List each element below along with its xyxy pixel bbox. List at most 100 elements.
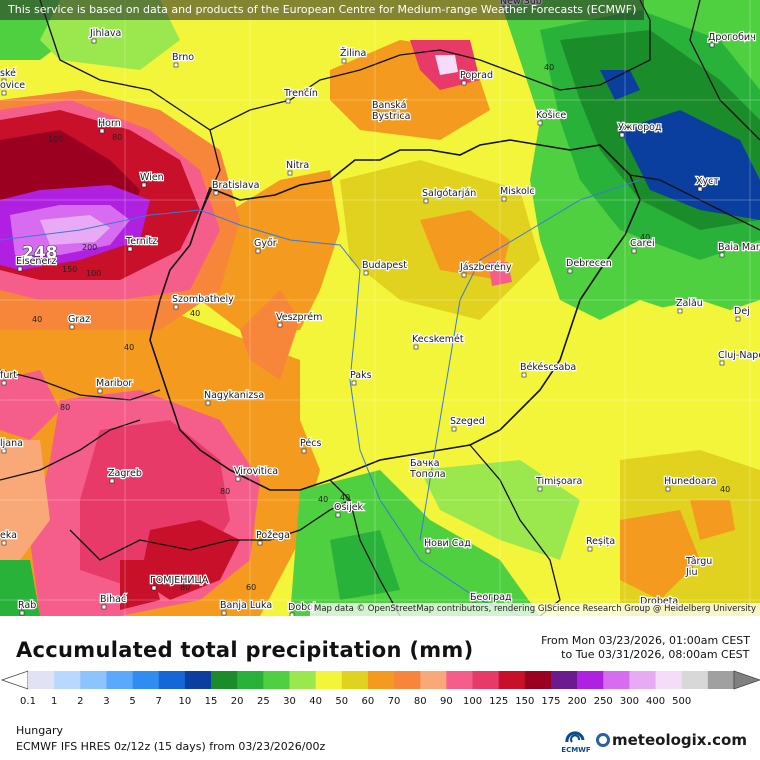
city-marker — [109, 478, 115, 484]
colorbar-tick-label: 30 — [283, 696, 296, 707]
city-marker — [363, 270, 369, 276]
city-label: Banja Luka — [220, 600, 272, 611]
contour-label: 150 — [62, 265, 77, 274]
city-marker — [255, 248, 261, 254]
colorbar-segment — [237, 671, 264, 689]
colorbar-segment — [289, 671, 316, 689]
contour-labels: 100 80 40 40 40 150 200 100 80 40 40 80 80 40 40 60 40 — [32, 63, 730, 592]
city-marker — [289, 612, 295, 616]
city-label: Pécs — [300, 438, 321, 449]
colorbar-segment — [603, 671, 630, 689]
colorbar-segment — [80, 671, 107, 689]
country-border — [69, 499, 351, 561]
city-marker — [235, 476, 241, 482]
country-border — [199, 0, 651, 216]
colorbar-tick-label: 10 — [178, 696, 192, 707]
map-attribution[interactable]: Map data © OpenStreetMap contributors, r… — [310, 603, 760, 616]
colorbar-segment — [498, 671, 526, 689]
colorbar-min-arrow — [0, 670, 29, 690]
colorbar-segment — [550, 671, 578, 689]
colorbar-segment — [681, 671, 709, 689]
precip-zone — [620, 510, 700, 600]
city-label: Miskolc — [500, 186, 535, 197]
contour-label: 80 — [220, 487, 230, 496]
city-marker — [257, 540, 263, 546]
city-marker — [687, 566, 693, 572]
city-label: Eisenerz — [16, 256, 56, 267]
precipitation-map: 100 80 40 40 40 150 200 100 80 40 40 80 80 40 40 60 40 2… — [0, 0, 760, 616]
colorbar-tick-label: 7 — [155, 696, 162, 707]
city-marker — [697, 186, 703, 192]
precip-zone — [420, 210, 510, 280]
brand-text: meteologix.com — [612, 731, 747, 749]
city-label: Osijek — [334, 502, 364, 513]
city-marker — [141, 182, 147, 188]
contour-label: 100 — [48, 135, 63, 144]
city-label: Hunedoara — [664, 476, 716, 487]
city-label: Jászberény — [459, 262, 512, 273]
colorbar-tick-label: 400 — [646, 696, 666, 707]
precip-zone — [120, 560, 160, 610]
city-marker — [285, 98, 291, 104]
colorbar-segment — [158, 671, 186, 689]
city-marker — [69, 324, 75, 330]
precip-zone — [600, 70, 640, 100]
city-label: Graz — [68, 314, 90, 325]
colorbar-tick-label: 80 — [413, 696, 427, 707]
city-label: Virovitica — [234, 466, 278, 477]
city-marker — [461, 80, 467, 86]
colorbar-tick-label: 50 — [335, 696, 349, 707]
contour-label: 80 — [60, 403, 70, 412]
map-canvas: 100 80 40 40 40 150 200 100 80 40 40 80 80 40 40 60 40 2… — [0, 0, 760, 616]
contour-label: 40 — [124, 343, 134, 352]
colorbar-segment — [106, 671, 133, 689]
colorbar-tick-label: 70 — [387, 696, 401, 707]
city-marker — [631, 248, 637, 254]
colorbar-tick-label: 15 — [204, 696, 218, 707]
colorbar-segment — [394, 671, 421, 689]
city-label: ovice — [0, 80, 25, 91]
contour-label: 40 — [640, 233, 650, 242]
city-marker — [1, 448, 7, 454]
city-label: Zagreb — [108, 468, 142, 479]
colorbar-segment — [472, 671, 499, 689]
city-label: Дрогобич — [708, 32, 756, 43]
city-label: ské — [0, 68, 16, 79]
contour-label: 60 — [246, 583, 256, 592]
city-marker — [587, 546, 593, 552]
city-label: Târgu Jiu — [685, 556, 712, 578]
precip-zone — [690, 500, 735, 540]
colorbar-tick-label: 5 — [129, 696, 136, 707]
colorbar-tick-label: 1 — [50, 696, 58, 707]
city-label: Rab — [18, 600, 36, 611]
colorbar-tick-label: 0.1 — [20, 696, 36, 707]
city-label: Хуст — [696, 176, 719, 187]
colorbar-max-arrow — [733, 670, 760, 690]
city-label: Нови Сад — [424, 538, 471, 549]
city-marker — [335, 512, 341, 518]
colorbar-segment — [28, 671, 55, 689]
city-label: ljana — [0, 438, 23, 449]
map-grid — [0, 0, 760, 616]
city-label: Jihlava — [89, 28, 121, 39]
city-marker — [677, 308, 683, 314]
period-from: From Mon 03/23/2026, 01:00am CEST — [541, 634, 750, 647]
city-label: Košice — [536, 110, 566, 121]
city-marker — [99, 128, 105, 134]
city-label: Nagykanizsa — [204, 390, 264, 401]
city-label: Cluj-Napoca — [718, 350, 760, 361]
precip-zone — [435, 55, 458, 75]
city-marker — [719, 252, 725, 258]
region-name: Hungary — [16, 724, 63, 737]
country-border — [689, 0, 760, 141]
contour-label: 40 — [318, 495, 328, 504]
meteologix-brand[interactable]: meteologix.com — [596, 731, 747, 749]
contour-label: 40 — [544, 63, 554, 72]
colorbar-segment — [54, 671, 81, 689]
contour-label: 80 — [180, 583, 190, 592]
city-label: Paks — [350, 370, 372, 381]
ecmwf-logo: ECMWF — [561, 728, 591, 756]
city-marker — [301, 448, 307, 454]
colorbar-segment — [315, 671, 343, 689]
city-label: Wien — [140, 172, 164, 183]
